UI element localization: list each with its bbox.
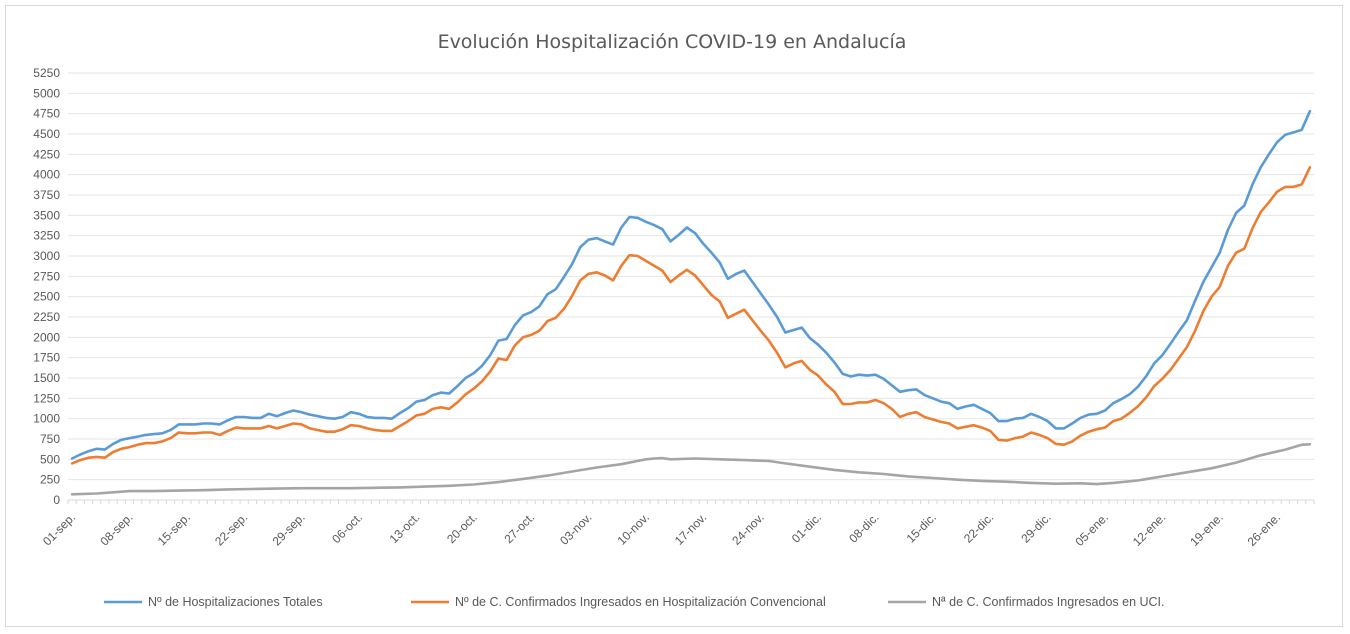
legend: Nº de Hospitalizaciones Totales Nº de C. … (104, 595, 1165, 609)
x-tick-label: 01-sep. (40, 510, 78, 548)
series-line-2 (70, 166, 1312, 465)
x-tick-label: 08-sep. (97, 510, 135, 548)
y-tick-label: 1500 (33, 371, 60, 385)
x-tick-label: 27-oct. (501, 510, 537, 546)
y-tick-label: 3250 (33, 229, 60, 243)
series-lines (70, 109, 1312, 496)
x-tick-label: 10-nov. (614, 510, 652, 548)
x-tick-label: 24-nov. (729, 510, 767, 548)
x-tick-label: 15-dic. (904, 510, 939, 545)
y-tick-label: 2500 (33, 290, 60, 304)
legend-label-3: Nª de C. Confirmados Ingresados en UCI. (932, 595, 1165, 609)
y-tick-label: 2750 (33, 269, 60, 283)
chart-title: Evolución Hospitalización COVID-19 en An… (438, 31, 907, 53)
y-tick-label: 1750 (33, 351, 60, 365)
x-axis: 01-sep. 08-sep. 15-sep. 22-sep. 29-sep. 06-oc… (40, 499, 1315, 549)
y-axis-tick-labels: 0 250 500 750 1000 1250 1500 1750 2000 2250 2500 27… (33, 66, 60, 507)
x-tick-label: 29-dic. (1018, 510, 1053, 545)
y-tick-label: 0 (53, 493, 60, 507)
y-tick-label: 5000 (33, 86, 60, 100)
series-line-3 (70, 443, 1312, 496)
y-tick-label: 3000 (33, 249, 60, 263)
x-tick-label: 22-dic. (961, 510, 996, 545)
y-tick-label: 3500 (33, 208, 60, 222)
x-tick-label: 13-oct. (387, 510, 423, 546)
chart-frame (5, 5, 1343, 627)
y-tick-label: 4000 (33, 168, 60, 182)
x-tick-label: 05-ene. (1072, 510, 1111, 549)
x-tick-label: 26-ene. (1245, 510, 1284, 549)
y-tick-label: 4500 (33, 127, 60, 141)
x-tick-label: 06-oct. (329, 510, 365, 546)
x-tick-label: 12-ene. (1130, 510, 1169, 549)
y-tick-label: 1250 (33, 391, 60, 405)
x-tick-label: 17-nov. (672, 510, 710, 548)
x-tick-label: 03-nov. (557, 510, 595, 548)
legend-label-1: Nº de Hospitalizaciones Totales (148, 595, 323, 609)
legend-label-2: Nº de C. Confirmados Ingresados en Hospi… (455, 595, 826, 609)
x-tick-label: 01-dic. (789, 510, 824, 545)
gridlines (68, 72, 1314, 481)
series-line-1 (70, 109, 1312, 460)
x-tick-label: 15-sep. (155, 510, 193, 548)
x-tick-label: 19-ene. (1187, 510, 1226, 549)
y-tick-label: 2250 (33, 310, 60, 324)
x-tick-label: 29-sep. (270, 510, 308, 548)
y-tick-label: 1000 (33, 412, 60, 426)
y-tick-label: 2000 (33, 330, 60, 344)
y-tick-label: 4750 (33, 107, 60, 121)
y-tick-label: 250 (40, 473, 60, 487)
y-tick-label: 500 (40, 452, 60, 466)
x-tick-label: 08-dic. (846, 510, 881, 545)
y-tick-label: 750 (40, 432, 60, 446)
y-tick-label: 3750 (33, 188, 60, 202)
y-tick-label: 5250 (33, 66, 60, 80)
x-tick-label: 22-sep. (212, 510, 250, 548)
y-tick-label: 4250 (33, 147, 60, 161)
x-tick-label: 20-oct. (444, 510, 480, 546)
